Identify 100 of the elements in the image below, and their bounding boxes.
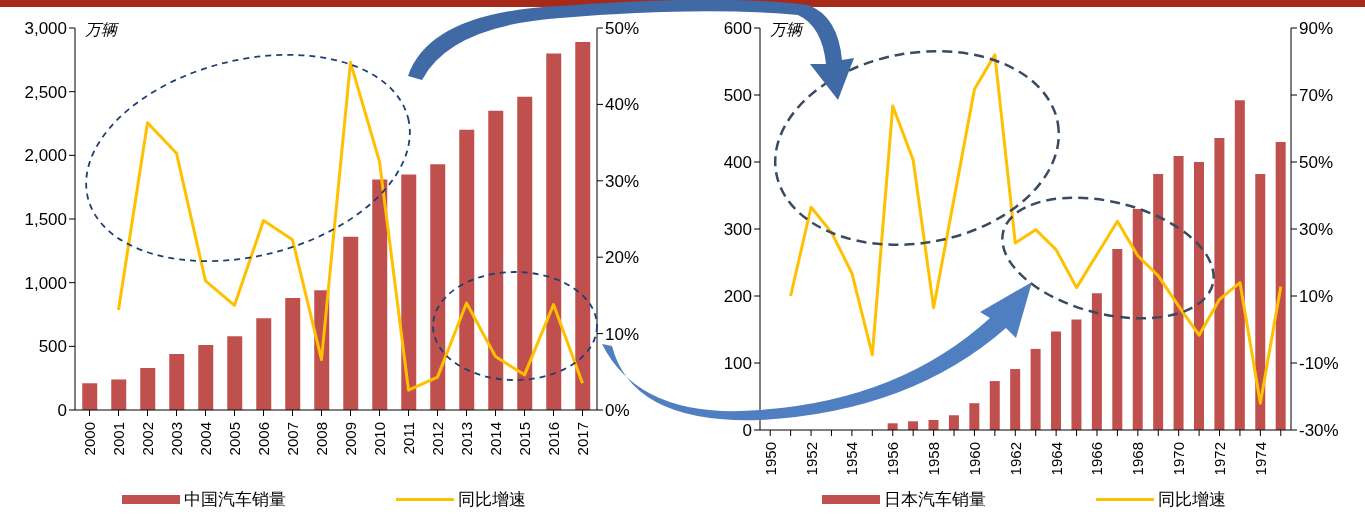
y-tick-label: 100 <box>723 354 752 374</box>
x-tick-label: 1954 <box>843 442 861 476</box>
bar <box>1173 155 1184 430</box>
y2-tick-label: 40% <box>605 95 640 115</box>
bar <box>1112 249 1123 430</box>
x-tick-label: 1962 <box>1006 442 1024 476</box>
x-tick-label: 2017 <box>574 422 591 456</box>
y-tick-label: 500 <box>723 86 752 106</box>
bar <box>1132 208 1143 430</box>
y-tick-label: 500 <box>38 337 67 357</box>
bar <box>1193 162 1204 430</box>
x-tick-label: 2002 <box>139 422 156 456</box>
bar <box>1234 100 1245 430</box>
y2-tick-label: 10% <box>1299 287 1334 307</box>
bar <box>488 110 504 410</box>
legend-label: 日本汽车销量 <box>884 488 986 511</box>
y2-tick-label: 90% <box>1299 19 1334 39</box>
y2-tick-label: 50% <box>605 19 640 39</box>
y-tick-label: 1,500 <box>24 210 67 230</box>
bar <box>989 381 1000 430</box>
annotation: 万辆 <box>770 20 802 41</box>
x-tick-label: 1958 <box>925 442 943 476</box>
y2-tick-label: -10% <box>1299 354 1339 374</box>
y-tick-label: 0 <box>57 401 67 421</box>
y2-tick-label: 30% <box>1299 220 1334 240</box>
x-tick-label: 1970 <box>1170 442 1188 476</box>
bar <box>430 164 446 410</box>
x-tick-label: 2000 <box>81 422 98 456</box>
bar <box>372 179 388 410</box>
y-tick-label: 300 <box>723 220 752 240</box>
y-tick-label: 200 <box>723 287 752 307</box>
y2-tick-label: 50% <box>1299 153 1334 173</box>
x-tick-label: 1956 <box>884 442 902 476</box>
x-tick-label: 2009 <box>342 422 359 456</box>
bar <box>343 236 359 410</box>
y2-tick-label: 0% <box>605 401 630 421</box>
bar <box>517 96 533 410</box>
bar <box>1091 293 1102 430</box>
x-tick-label: 2003 <box>168 422 185 456</box>
bar <box>1071 319 1082 430</box>
bar <box>459 129 475 410</box>
y2-tick-label: -30% <box>1299 421 1339 441</box>
y-tick-label: 600 <box>723 19 752 39</box>
x-tick-label: 2001 <box>110 422 127 456</box>
legend-label: 中国汽车销量 <box>184 488 286 511</box>
x-tick-label: 1952 <box>802 442 820 476</box>
y2-tick-label: 10% <box>605 324 640 344</box>
x-tick-label: 2008 <box>313 422 330 456</box>
y-tick-label: 2,000 <box>24 146 67 166</box>
x-tick-label: 2013 <box>458 422 475 456</box>
y2-tick-label: 30% <box>605 171 640 191</box>
bar <box>1214 137 1225 430</box>
y-tick-label: 400 <box>723 153 752 173</box>
bar <box>1255 174 1266 430</box>
annotation: 万辆 <box>85 20 117 41</box>
y-tick-label: 3,000 <box>24 19 67 39</box>
x-tick-label: 1950 <box>761 442 779 476</box>
x-tick-label: 2005 <box>226 422 243 456</box>
x-tick-label: 1974 <box>1251 442 1269 476</box>
bar <box>908 421 919 430</box>
x-tick-label: 2014 <box>487 422 504 456</box>
bar <box>140 367 156 410</box>
x-tick-label: 2012 <box>429 422 446 456</box>
line-series <box>789 53 1283 405</box>
y-tick-label: 0 <box>742 421 752 441</box>
legend-label: 同比增速 <box>1158 488 1226 511</box>
bar <box>82 383 98 410</box>
bar <box>401 174 417 410</box>
bar <box>1030 348 1041 430</box>
bar <box>887 423 898 430</box>
y-tick-label: 2,500 <box>24 82 67 102</box>
bar <box>169 353 185 410</box>
bar <box>546 53 562 410</box>
x-tick-label: 1964 <box>1047 442 1065 476</box>
bar <box>1051 331 1062 430</box>
y2-tick-label: 70% <box>1299 86 1334 106</box>
bar <box>198 345 214 410</box>
x-tick-label: 2007 <box>284 422 301 456</box>
bar <box>111 379 127 410</box>
bar <box>1153 174 1164 430</box>
x-tick-label: 1960 <box>965 442 983 476</box>
bar <box>256 318 272 410</box>
bar <box>285 297 301 410</box>
x-tick-label: 1966 <box>1088 442 1106 476</box>
legend-label: 同比增速 <box>458 488 526 511</box>
bar <box>575 42 591 410</box>
bar <box>227 336 243 410</box>
x-tick-label: 1968 <box>1129 442 1147 476</box>
line-series <box>117 60 584 392</box>
bar <box>948 415 959 430</box>
bar <box>969 403 980 430</box>
x-tick-label: 2016 <box>545 422 562 456</box>
bar <box>1010 369 1021 430</box>
bar <box>1275 141 1286 430</box>
x-tick-label: 2015 <box>516 422 533 456</box>
x-tick-label: 2004 <box>197 422 214 456</box>
y-tick-label: 1,000 <box>24 273 67 293</box>
y2-tick-label: 20% <box>605 248 640 268</box>
x-tick-label: 2006 <box>255 422 272 456</box>
x-tick-label: 1972 <box>1211 442 1229 476</box>
